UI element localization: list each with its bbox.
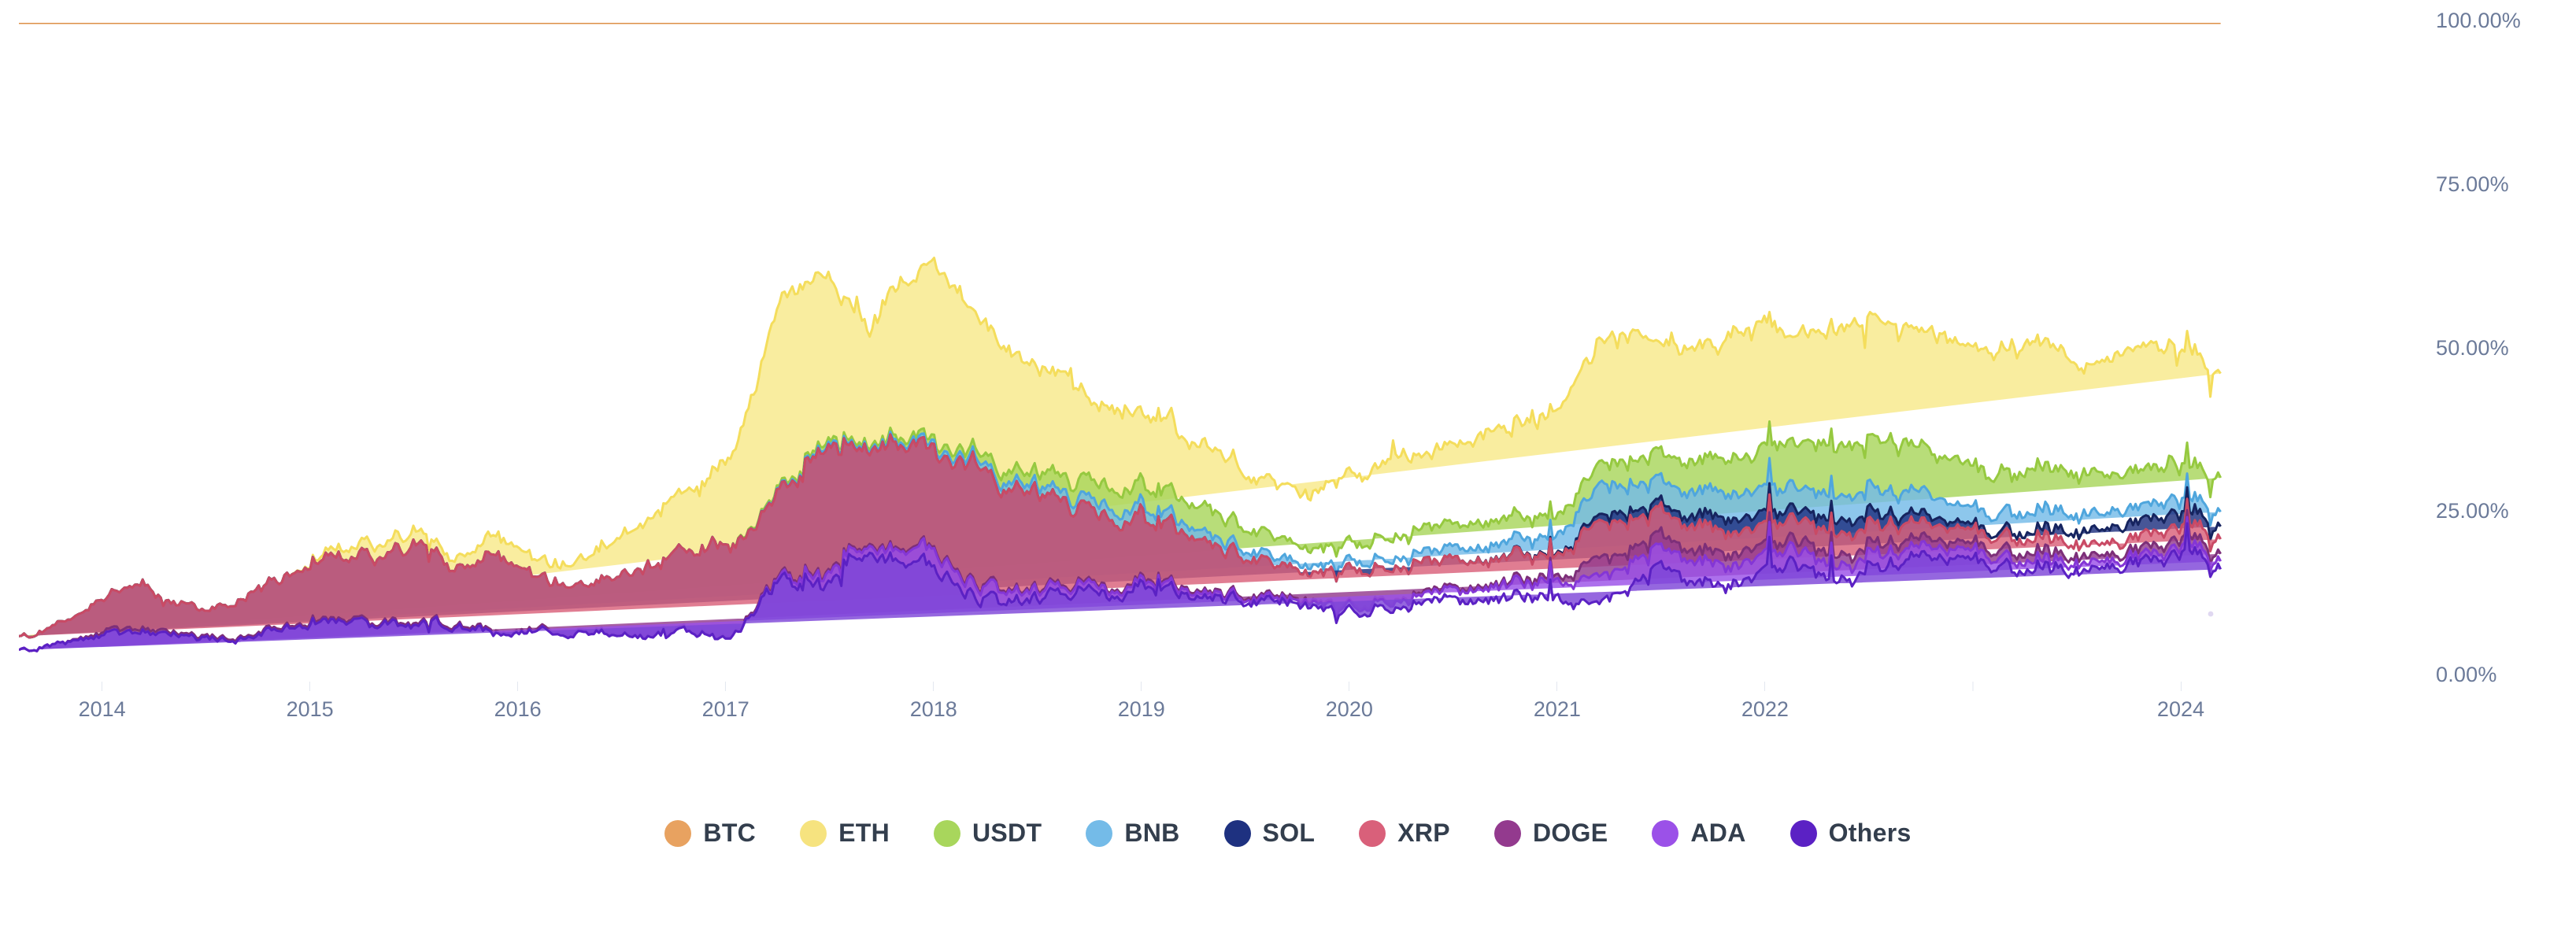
area-series-others[interactable] [19, 522, 2223, 652]
y-axis-tick-label: 75.00% [2436, 172, 2509, 196]
legend-item-bnb[interactable]: BNB [1086, 819, 1179, 848]
y-axis-tick-label: 100.00% [2436, 9, 2521, 32]
x-axis-tick-label: 2024 [2156, 697, 2205, 721]
y-axis-tick-label: 50.00% [2436, 335, 2509, 360]
legend-item-doge[interactable]: DOGE [1493, 819, 1608, 848]
x-axis-tick: 2024 [2157, 682, 2204, 722]
legend-item-btc[interactable]: BTC [664, 819, 756, 848]
x-axis-tick-label: 2020 [1325, 697, 1373, 721]
y-axis-tick-label: 25.00% [2436, 499, 2509, 523]
x-axis-tick: 2018 [910, 682, 957, 722]
legend-item-others[interactable]: Others [1790, 819, 1912, 848]
x-axis-tick-label: 2016 [494, 697, 542, 721]
x-axis-tick: 2015 [287, 682, 334, 722]
stacked-area-chart[interactable] [19, 23, 2337, 677]
legend-item-label: XRP [1397, 819, 1450, 847]
legend-item-ada[interactable]: ADA [1652, 819, 1745, 848]
legend-item-label: ETH [838, 819, 890, 847]
legend-color-swatch-icon [1086, 819, 1113, 847]
legend-color-swatch-icon [664, 819, 692, 847]
x-axis-tick-label: 2018 [909, 697, 957, 721]
y-axis-tick-label: 0.00% [2436, 663, 2497, 686]
legend-color-swatch-icon [800, 819, 827, 847]
legend-item-sol[interactable]: SOL [1223, 819, 1316, 848]
legend-item-xrp[interactable]: XRP [1359, 819, 1450, 848]
legend-item-label: ADA [1690, 819, 1746, 847]
legend-item-label: USDT [972, 819, 1042, 847]
x-axis-tick [1972, 682, 1974, 697]
legend-item-eth[interactable]: ETH [800, 819, 890, 848]
x-axis: 2014 2015 2016 2017 2018 2019 2020 2021 2022 2024 [0, 682, 2576, 729]
legend-item-label: BTC [703, 819, 757, 847]
legend-item-label: DOGE [1532, 819, 1608, 847]
x-axis-tick-label: 2014 [78, 697, 126, 721]
x-axis-tick: 2021 [1534, 682, 1581, 722]
legend-item-label: Others [1828, 819, 1912, 847]
x-axis-tick-label: 2017 [701, 697, 749, 721]
legend-color-swatch-icon [1652, 819, 1679, 847]
chart-canvas [19, 23, 2337, 652]
x-axis-tick: 2022 [1741, 682, 1789, 722]
x-axis-tick-label: 2015 [286, 697, 334, 721]
legend-item-usdt[interactable]: USDT [934, 819, 1042, 848]
x-axis-tick-label: 2019 [1117, 697, 1165, 721]
legend-item-label: BNB [1124, 819, 1180, 847]
x-axis-tick: 2014 [79, 682, 126, 722]
x-axis-tick: 2019 [1118, 682, 1165, 722]
legend-color-swatch-icon [1359, 819, 1386, 847]
legend-color-swatch-icon [934, 819, 960, 847]
x-axis-tick: 2017 [702, 682, 749, 722]
x-axis-tick: 2016 [494, 682, 542, 722]
x-axis-tick-label: 2022 [1741, 697, 1789, 721]
x-axis-tick: 2020 [1326, 682, 1373, 722]
area-series-xrp[interactable] [19, 433, 2222, 639]
legend-color-swatch-icon [1223, 819, 1251, 847]
legend-item-label: SOL [1262, 819, 1316, 847]
x-axis-tick-label: 2021 [1533, 697, 1581, 721]
chart-legend[interactable]: BTC ETH USDT BNB SOL XRP DOGE ADA Others [0, 819, 2576, 848]
legend-color-swatch-icon [1790, 819, 1817, 847]
legend-color-swatch-icon [1493, 819, 1521, 847]
area-series-eth[interactable] [19, 257, 2222, 639]
